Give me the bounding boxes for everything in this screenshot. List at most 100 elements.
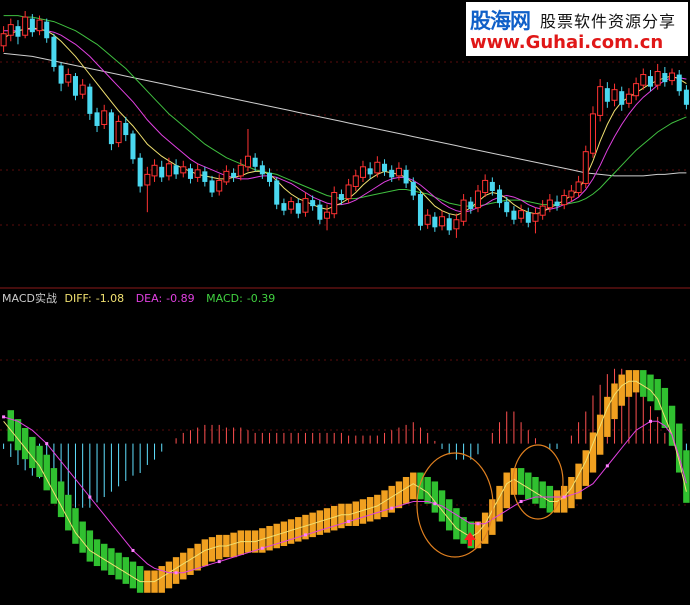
macd-block-falling: [431, 481, 439, 513]
candle-body-up: [359, 166, 366, 178]
candle-body-down: [432, 216, 438, 228]
macd-block-rising: [374, 494, 381, 520]
macd-block-falling: [683, 450, 690, 503]
diff-line: [3, 380, 687, 583]
macd-block-rising: [266, 525, 273, 551]
candle-body-up: [575, 181, 582, 194]
candle-body-up: [669, 72, 676, 82]
candle-body-down: [446, 218, 452, 231]
macd-block-falling: [460, 517, 467, 544]
candle-body-up: [532, 213, 539, 222]
candle-body-down: [338, 194, 344, 201]
ma-line-white: [3, 52, 687, 177]
macd-block-falling: [93, 539, 101, 567]
dea-marker: [174, 571, 178, 575]
candle-body-up: [216, 179, 223, 192]
macd-block-falling: [115, 552, 122, 580]
candle-body-down: [417, 194, 423, 226]
macd-block-rising: [273, 523, 280, 549]
annotation-circle: [416, 452, 494, 558]
candle-body-up: [561, 195, 568, 206]
candle-body-up: [65, 74, 72, 83]
dea-marker: [390, 506, 394, 510]
dea-marker: [45, 442, 49, 446]
candle-body-down: [130, 133, 136, 160]
candle-body-down: [267, 172, 273, 182]
macd-block-falling: [136, 566, 144, 593]
macd-block-rising: [352, 501, 360, 526]
macd-block-rising: [338, 503, 345, 529]
candle-body-down: [317, 204, 323, 220]
watermark-logo: 股海网 股票软件资源分享 www.Guhai.com.cn: [466, 2, 688, 56]
candle-body-down: [389, 169, 395, 178]
candle-body-down: [554, 201, 560, 207]
macd-block-rising: [596, 414, 604, 455]
macd-block-falling: [79, 521, 86, 553]
candle-body-down: [662, 73, 668, 83]
candle-body-up: [474, 190, 481, 209]
macd-block-rising: [410, 472, 417, 500]
macd-block-falling: [445, 499, 453, 531]
candle-body-down: [367, 168, 373, 175]
candle-body-up: [589, 113, 596, 154]
macd-block-rising: [237, 530, 245, 555]
macd-label: MACD:: [206, 292, 243, 305]
macd-block-falling: [453, 508, 460, 540]
candle-body-down: [511, 210, 517, 220]
dea-marker: [217, 560, 221, 564]
candle-body-down: [504, 201, 510, 213]
dea-marker: [347, 520, 351, 524]
macd-block-rising: [158, 566, 165, 593]
macd-block-rising: [330, 505, 338, 531]
candle-body-down: [683, 89, 689, 105]
dea-marker: [2, 415, 6, 419]
macd-block-rising: [618, 374, 625, 406]
macd-block-rising: [201, 539, 209, 567]
macd-block-rising: [575, 463, 582, 500]
macd-block-rising: [496, 485, 503, 522]
macd-block-rising: [625, 370, 633, 397]
dea-marker: [648, 419, 652, 423]
macd-legend: MACD实战 DIFF: -1.08 DEA: -0.89 MACD: -0.39: [2, 290, 283, 306]
macd-block-rising: [568, 476, 575, 509]
macd-block-rising: [215, 534, 223, 560]
macd-block-rising: [474, 521, 482, 549]
macd-block-rising: [611, 383, 618, 420]
macd-block-rising: [309, 512, 316, 538]
macd-block-rising: [165, 561, 173, 589]
macd-block-rising: [323, 508, 331, 533]
candle-body-up: [79, 84, 86, 95]
macd-block-rising: [366, 497, 374, 522]
macd-block-rising: [388, 485, 395, 513]
candle-body-down: [497, 189, 503, 204]
candle-body-down: [604, 88, 610, 102]
macd-block-falling: [532, 476, 539, 504]
candle-body-up: [180, 166, 187, 174]
macd-block-falling: [86, 530, 94, 562]
candle-body-up: [302, 198, 309, 213]
candle-body-down: [202, 171, 208, 182]
ma-line-magenta: [3, 28, 687, 213]
macd-block-rising: [402, 476, 410, 504]
macd-block-rising: [287, 519, 295, 544]
candle-body-down: [525, 212, 531, 223]
macd-block-rising: [302, 514, 309, 540]
dea-marker: [562, 495, 566, 499]
macd-block-falling: [647, 374, 654, 402]
candle-body-up: [539, 205, 546, 216]
candle-body-up: [352, 175, 359, 187]
candle-body-up: [640, 74, 647, 86]
candle-body-down: [468, 201, 474, 210]
candle-body-down: [123, 122, 129, 136]
candle-body-up: [101, 110, 108, 125]
ma-line-green: [3, 15, 687, 207]
candle-body-up: [582, 151, 589, 184]
dea-marker: [303, 533, 307, 537]
dea-label: DEA:: [135, 292, 163, 305]
candle-body-up: [331, 192, 338, 215]
candle-body-up: [7, 24, 14, 36]
dea-marker: [260, 546, 264, 550]
candle-body-down: [137, 157, 143, 187]
dea-line: [3, 416, 687, 574]
